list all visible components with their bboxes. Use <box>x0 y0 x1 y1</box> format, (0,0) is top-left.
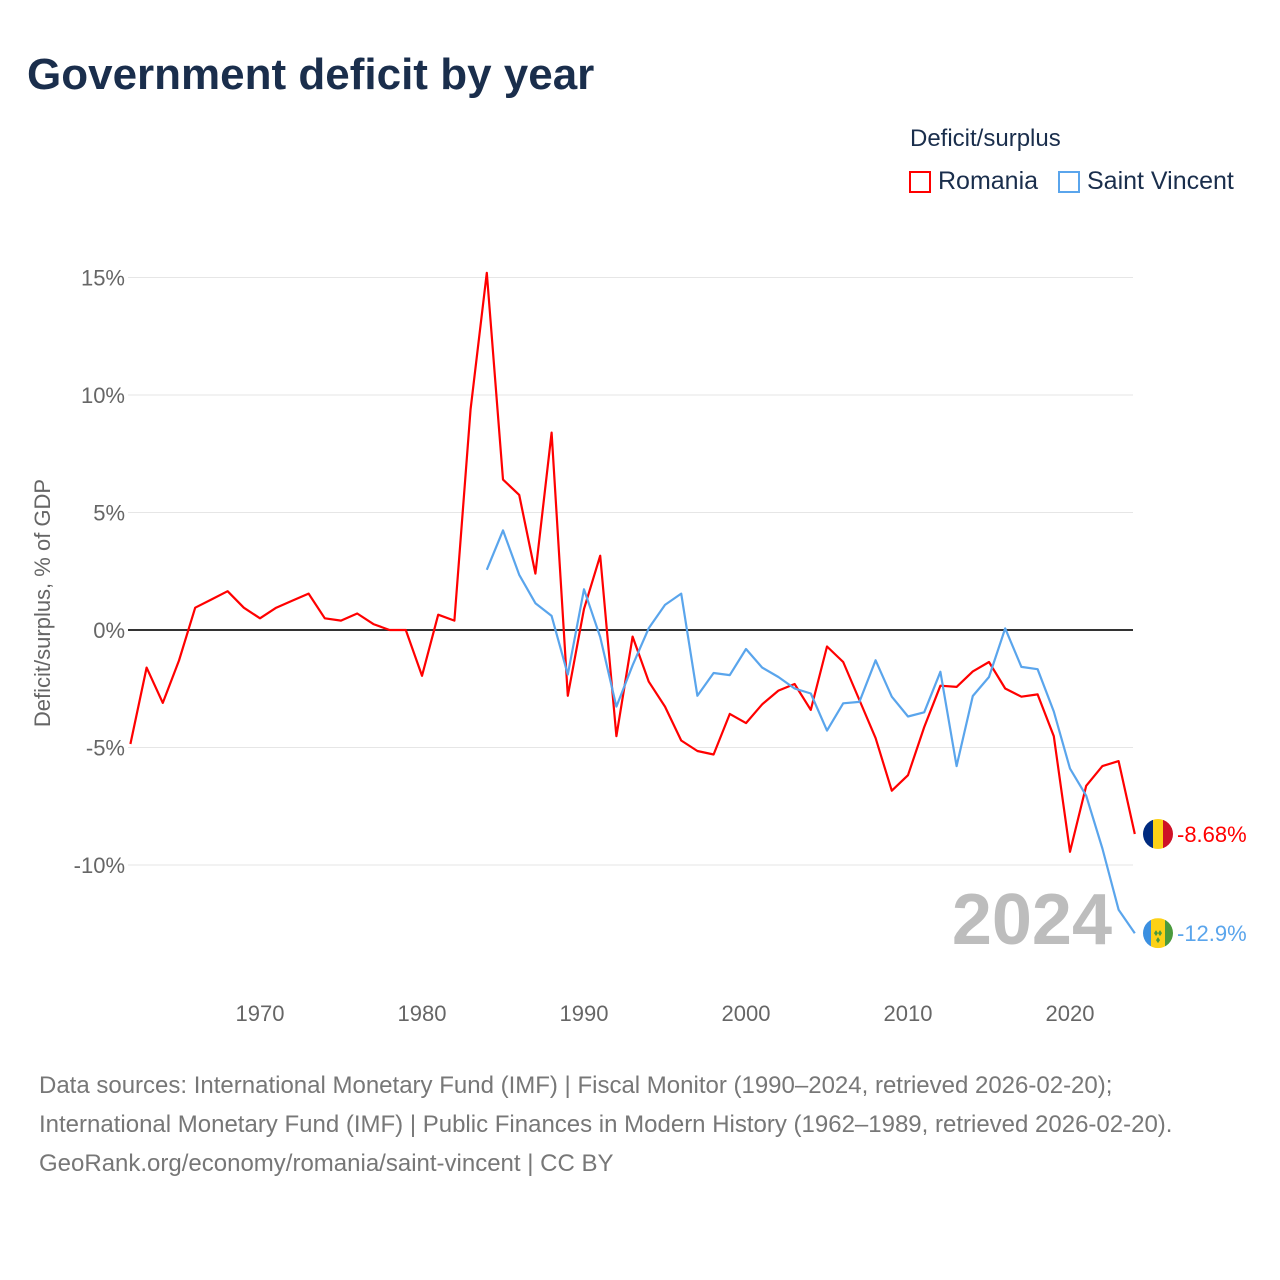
y-tick-label: 5% <box>93 501 125 526</box>
legend-label: Saint Vincent <box>1087 167 1234 195</box>
x-tick-label: 1990 <box>560 1001 609 1026</box>
saint-vincent-flag-icon <box>1143 918 1173 949</box>
legend-swatch <box>909 170 931 193</box>
x-tick-label: 2010 <box>884 1001 933 1026</box>
series-line-saint-vincent <box>485 529 1136 934</box>
legend-title: Deficit/surplus <box>910 125 1061 152</box>
legend-swatch <box>1058 170 1080 193</box>
legend-item-romania[interactable]: Romania <box>909 167 1038 196</box>
chart-title: Government deficit by year <box>27 50 595 99</box>
footer: Data sources: International Monetary Fun… <box>39 1066 1239 1183</box>
x-tick-label: 2000 <box>722 1001 771 1026</box>
x-tick-label: 1970 <box>236 1001 285 1026</box>
y-tick-label: -10% <box>74 853 125 878</box>
x-tick-label: 2020 <box>1046 1001 1095 1026</box>
end-value-label: -12.9% <box>1177 921 1247 946</box>
legend-item-saint-vincent[interactable]: Saint Vincent <box>1058 167 1234 196</box>
credit-link[interactable]: GeoRank.org/economy/romania/saint-vincen… <box>39 1150 614 1177</box>
legend-label: Romania <box>938 167 1039 195</box>
y-tick-label: 10% <box>81 383 125 408</box>
y-tick-label: -5% <box>86 736 125 761</box>
y-tick-label: 0% <box>93 618 125 643</box>
romania-flag-icon <box>1143 818 1173 849</box>
x-tick-label: 1980 <box>398 1001 447 1026</box>
y-axis-label: Deficit/surplus, % of GDP <box>30 479 55 727</box>
series-line-romania <box>129 271 1136 853</box>
year-watermark: 2024 <box>952 880 1112 960</box>
data-sources: Data sources: International Monetary Fun… <box>39 1072 1173 1138</box>
y-tick-label: 15% <box>81 266 125 291</box>
line-chart: 15% 10% 5% 0% -5% -10% 1970 1980 1990 2000 2010 202… <box>30 266 1247 1027</box>
end-value-label: -8.68% <box>1177 822 1247 847</box>
